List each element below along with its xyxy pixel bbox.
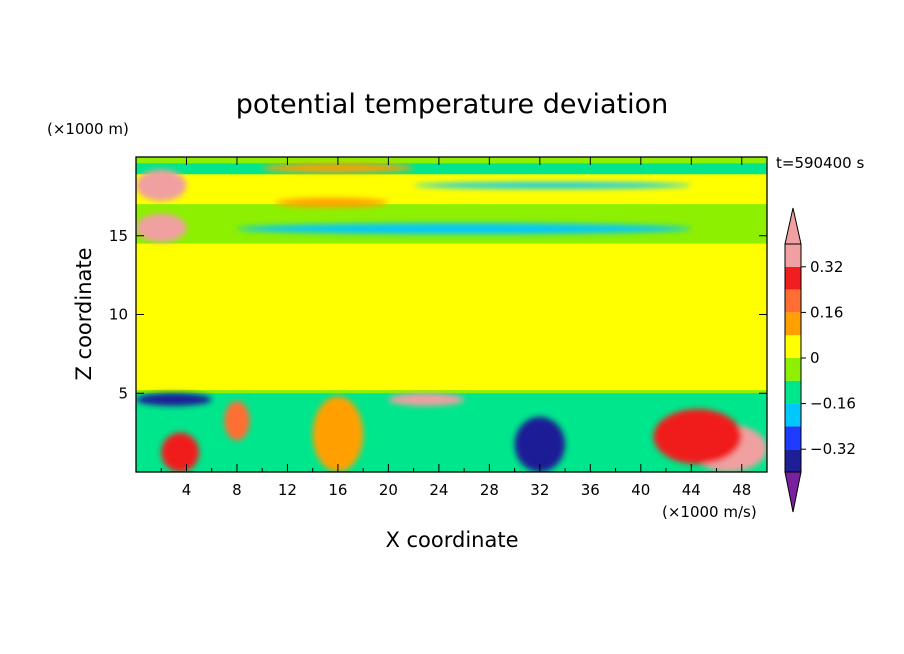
y-tick-label: 10 [109,306,128,324]
colorbar-segment [785,244,801,267]
field-features [136,163,767,472]
field-feature [274,197,389,208]
colorbar-tick-label: 0.16 [810,303,843,321]
x-tick-label: 24 [429,481,448,499]
y-unit-label: (×1000 m) [47,120,129,138]
field-band [136,243,767,391]
y-tick-label: 5 [118,384,128,402]
colorbar-under-arrow [784,471,802,513]
y-tick-label: 15 [109,227,128,245]
x-tick-label: 4 [182,481,192,499]
colorbar-segment [785,403,801,427]
colorbar-segment [785,312,801,336]
x-tick-label: 16 [328,481,347,499]
colorbar-tick-label: 0.32 [810,258,843,276]
x-tick-label: 28 [480,481,499,499]
field-feature [236,223,692,235]
colorbar-segment [785,358,801,381]
x-axis-label: X coordinate [385,528,518,552]
field-feature [136,393,212,406]
field-feature [136,213,187,243]
field-feature [413,182,692,189]
colorbar-segment [785,335,801,358]
colorbar-segment [785,380,801,404]
x-tick-label: 36 [581,481,600,499]
field-feature [262,163,414,173]
y-axis-label: Z coordinate [72,247,96,380]
field-feature [312,396,364,472]
x-tick-label: 48 [732,481,751,499]
y-axis: 5 10 15 [109,227,767,402]
x-axis: 4 8 12 16 20 24 28 32 36 40 44 48 [160,157,751,499]
colorbar-segment [785,426,801,450]
field-feature [224,401,250,441]
x-tick-label: 44 [682,481,701,499]
colorbar-over-arrow [784,207,802,245]
field-band [136,163,767,175]
colorbar: −0.32 −0.16 0 0.16 0.32 [784,207,856,513]
chart-title: potential temperature deviation [236,89,668,120]
x-tick-label: 8 [232,481,242,499]
colorbar-segment [785,449,801,472]
field-feature [653,409,742,465]
x-tick-label: 12 [278,481,297,499]
x-tick-label: 20 [379,481,398,499]
field-feature [161,432,200,472]
colorbar-segment [785,266,801,290]
colorbar-tick-label: −0.32 [810,440,856,458]
colorbar-segment [785,289,801,313]
x-tick-label: 40 [631,481,650,499]
field-feature [514,416,566,472]
time-label: t=590400 s [776,154,864,172]
colorbar-tick-label: −0.16 [810,395,856,413]
field-band [136,174,767,205]
x-unit-label: (×1000 m/s) [662,503,757,521]
field-feature [136,169,187,202]
plot-area [136,157,767,472]
colorbar-tick-label: 0 [810,349,820,367]
x-tick-label: 32 [530,481,549,499]
field-feature [388,393,465,406]
